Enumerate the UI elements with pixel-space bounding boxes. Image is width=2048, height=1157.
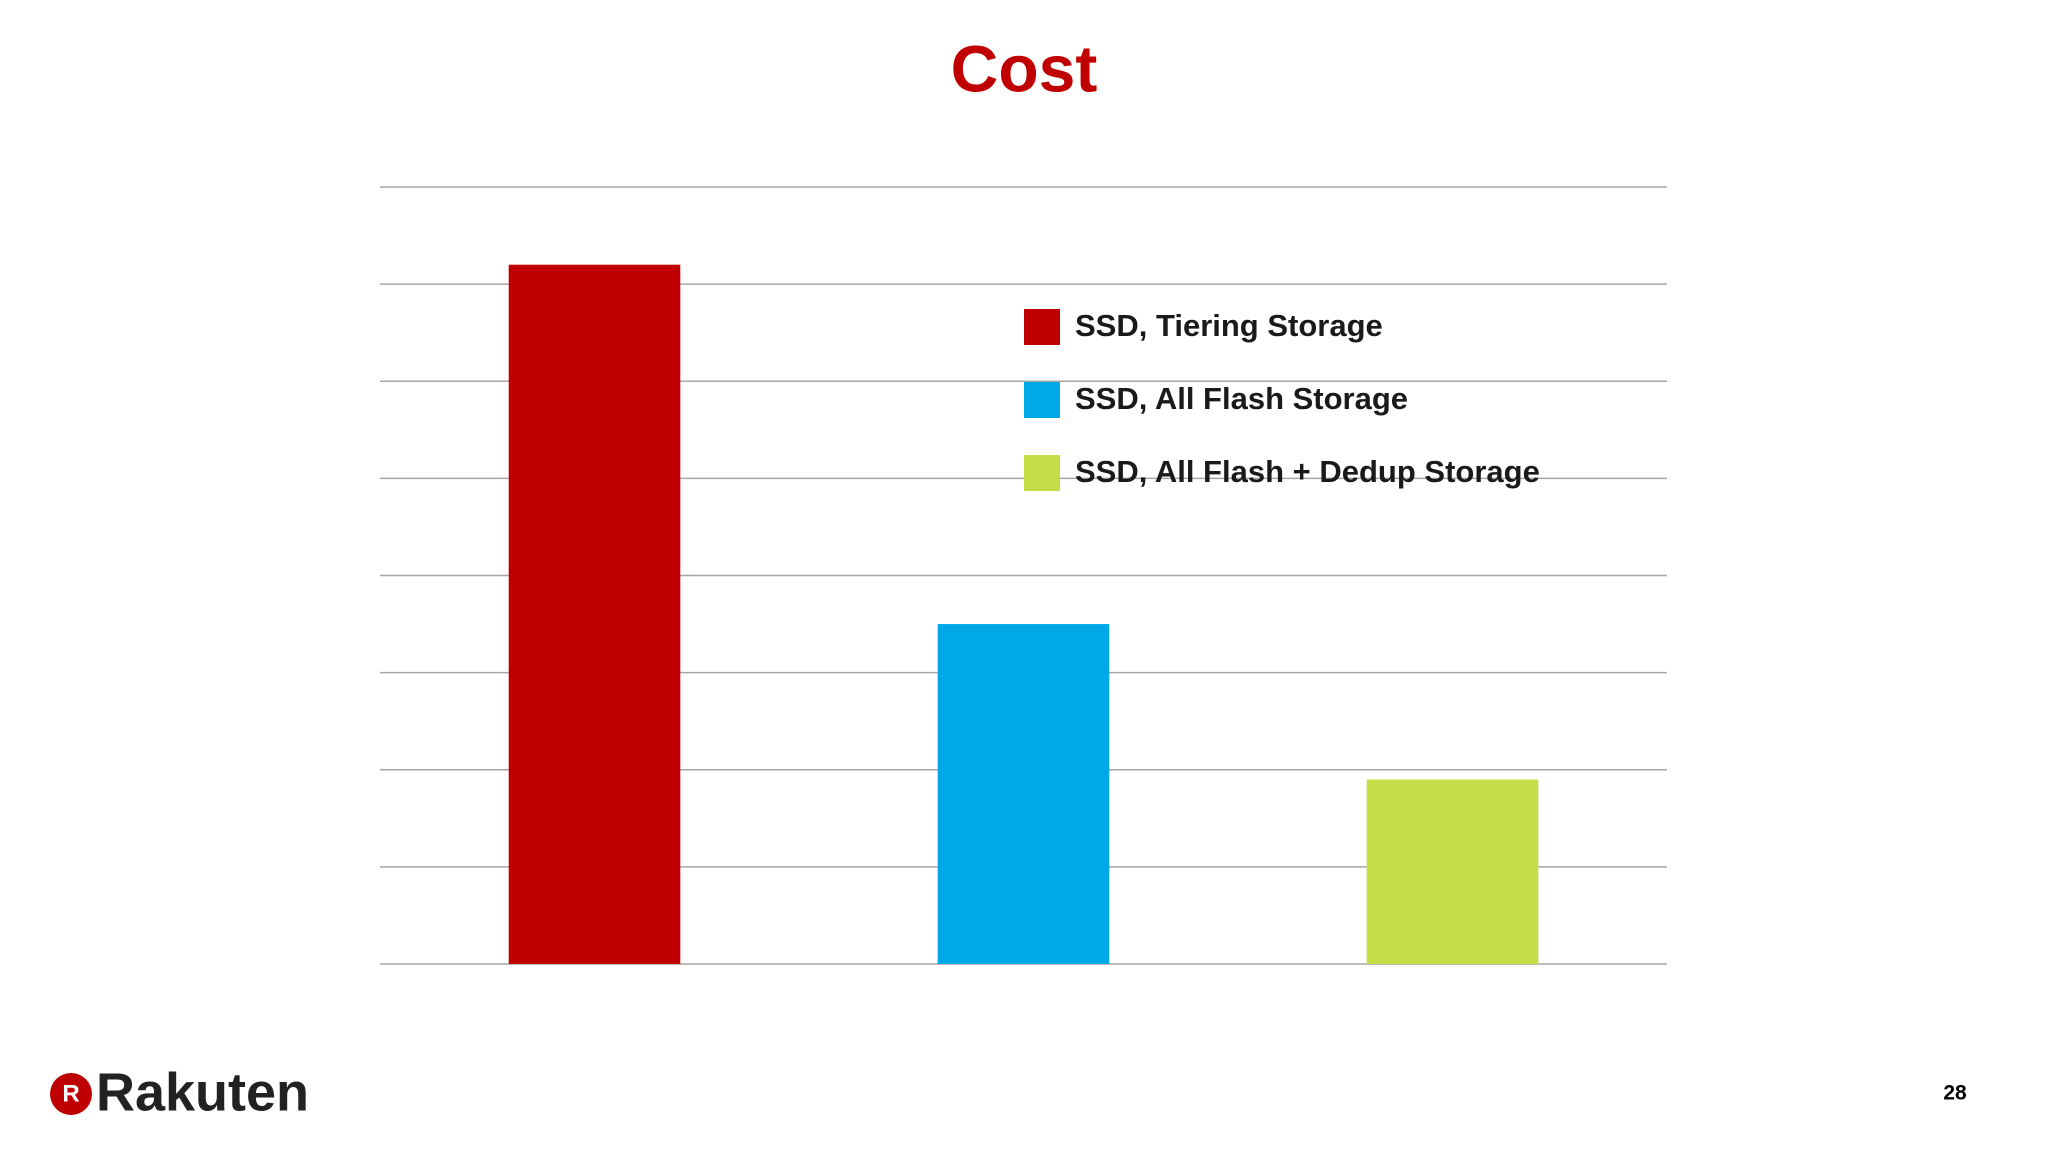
legend-label: SSD, Tiering Storage: [1075, 308, 1383, 343]
legend-swatch: [1024, 455, 1060, 491]
bar: [1366, 779, 1539, 964]
bar: [937, 624, 1110, 964]
legend-swatch: [1024, 309, 1060, 345]
legend-label: SSD, All Flash Storage: [1075, 381, 1408, 416]
legend-swatch: [1024, 382, 1060, 418]
logo-text: Rakuten: [96, 1062, 309, 1122]
page-number: 28: [1943, 1082, 1967, 1105]
logo-circle: [50, 1073, 92, 1115]
bar: [508, 264, 681, 964]
chart-title: Cost: [951, 31, 1098, 105]
logo-mark: R: [62, 1080, 79, 1107]
legend-label: SSD, All Flash + Dedup Storage: [1075, 454, 1540, 489]
